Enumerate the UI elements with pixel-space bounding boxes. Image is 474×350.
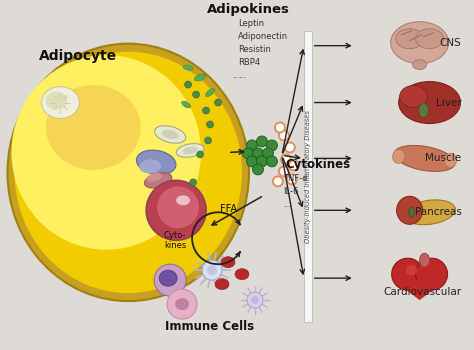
- Ellipse shape: [392, 149, 405, 163]
- Ellipse shape: [206, 89, 215, 97]
- Ellipse shape: [221, 257, 235, 268]
- Ellipse shape: [215, 279, 229, 290]
- Circle shape: [184, 81, 191, 88]
- Ellipse shape: [41, 86, 79, 119]
- Circle shape: [246, 156, 257, 167]
- Ellipse shape: [175, 298, 189, 310]
- Circle shape: [197, 151, 203, 158]
- Text: IL-6: IL-6: [283, 187, 298, 196]
- Ellipse shape: [8, 44, 249, 301]
- Text: Obesity-induced Inflammatory Diseases: Obesity-induced Inflammatory Diseases: [305, 110, 311, 243]
- Text: CNS: CNS: [440, 38, 462, 48]
- Circle shape: [207, 121, 214, 128]
- Circle shape: [263, 148, 273, 159]
- Circle shape: [289, 160, 299, 170]
- Text: Muscle: Muscle: [425, 153, 462, 163]
- Circle shape: [202, 107, 210, 114]
- Circle shape: [416, 258, 447, 290]
- Ellipse shape: [146, 173, 162, 182]
- Circle shape: [285, 142, 295, 153]
- Ellipse shape: [145, 173, 172, 188]
- Ellipse shape: [157, 186, 199, 228]
- Ellipse shape: [397, 196, 423, 224]
- Ellipse shape: [155, 126, 186, 143]
- Text: Pancreas: Pancreas: [415, 207, 462, 217]
- FancyBboxPatch shape: [304, 31, 312, 322]
- Text: Cytokines: Cytokines: [285, 159, 350, 172]
- Circle shape: [256, 156, 267, 167]
- Text: Adipocyte: Adipocyte: [39, 49, 118, 63]
- Circle shape: [154, 264, 186, 296]
- Ellipse shape: [137, 150, 176, 175]
- Ellipse shape: [394, 146, 455, 172]
- Circle shape: [256, 136, 267, 147]
- Text: Cyto-
kines: Cyto- kines: [164, 231, 186, 250]
- Text: Leptin: Leptin: [238, 19, 264, 28]
- Circle shape: [243, 148, 254, 159]
- Ellipse shape: [159, 270, 177, 286]
- Text: ...: ...: [283, 200, 291, 209]
- Ellipse shape: [15, 52, 242, 293]
- Ellipse shape: [396, 29, 424, 49]
- Ellipse shape: [183, 65, 193, 70]
- Circle shape: [247, 292, 263, 308]
- Ellipse shape: [419, 253, 429, 267]
- Ellipse shape: [11, 55, 201, 250]
- Ellipse shape: [406, 265, 418, 275]
- Text: Liver: Liver: [436, 98, 462, 107]
- Text: TNF-α: TNF-α: [283, 174, 308, 183]
- Circle shape: [287, 174, 297, 184]
- Circle shape: [266, 140, 277, 151]
- Ellipse shape: [46, 92, 67, 110]
- Ellipse shape: [146, 180, 206, 240]
- Text: Resistin: Resistin: [238, 45, 271, 54]
- Ellipse shape: [400, 86, 428, 107]
- Text: Adipokines: Adipokines: [207, 3, 290, 16]
- Ellipse shape: [419, 104, 428, 118]
- Ellipse shape: [399, 82, 461, 124]
- Circle shape: [392, 258, 424, 290]
- Text: Immune Cells: Immune Cells: [165, 320, 255, 333]
- Circle shape: [246, 140, 257, 151]
- Circle shape: [279, 131, 289, 140]
- Ellipse shape: [182, 101, 191, 108]
- Circle shape: [215, 99, 221, 106]
- Circle shape: [253, 164, 264, 175]
- Circle shape: [190, 179, 197, 186]
- Ellipse shape: [251, 296, 259, 304]
- Ellipse shape: [391, 22, 448, 64]
- Circle shape: [167, 289, 197, 319]
- Ellipse shape: [409, 207, 415, 217]
- Polygon shape: [394, 280, 446, 300]
- Ellipse shape: [176, 144, 204, 157]
- Circle shape: [281, 154, 291, 164]
- Ellipse shape: [162, 130, 179, 139]
- Ellipse shape: [235, 269, 249, 280]
- Text: RBP4: RBP4: [238, 58, 260, 66]
- Text: Cardiovascular: Cardiovascular: [383, 287, 462, 297]
- Circle shape: [275, 122, 285, 132]
- Text: ...: ...: [232, 71, 240, 79]
- Ellipse shape: [194, 74, 206, 81]
- Text: ...: ...: [238, 71, 246, 79]
- Ellipse shape: [445, 153, 456, 167]
- Circle shape: [207, 265, 217, 275]
- Ellipse shape: [176, 195, 190, 205]
- Circle shape: [192, 91, 200, 98]
- Ellipse shape: [139, 159, 161, 173]
- Circle shape: [273, 176, 283, 186]
- Ellipse shape: [46, 85, 141, 170]
- Circle shape: [266, 156, 277, 167]
- Ellipse shape: [404, 200, 456, 225]
- Ellipse shape: [416, 29, 444, 49]
- Text: FFA: FFA: [219, 204, 237, 214]
- Circle shape: [202, 260, 222, 280]
- Ellipse shape: [413, 60, 427, 70]
- Circle shape: [253, 148, 264, 159]
- Text: Adiponectin: Adiponectin: [238, 32, 288, 41]
- Circle shape: [279, 166, 289, 176]
- Circle shape: [205, 137, 211, 144]
- Ellipse shape: [182, 147, 198, 154]
